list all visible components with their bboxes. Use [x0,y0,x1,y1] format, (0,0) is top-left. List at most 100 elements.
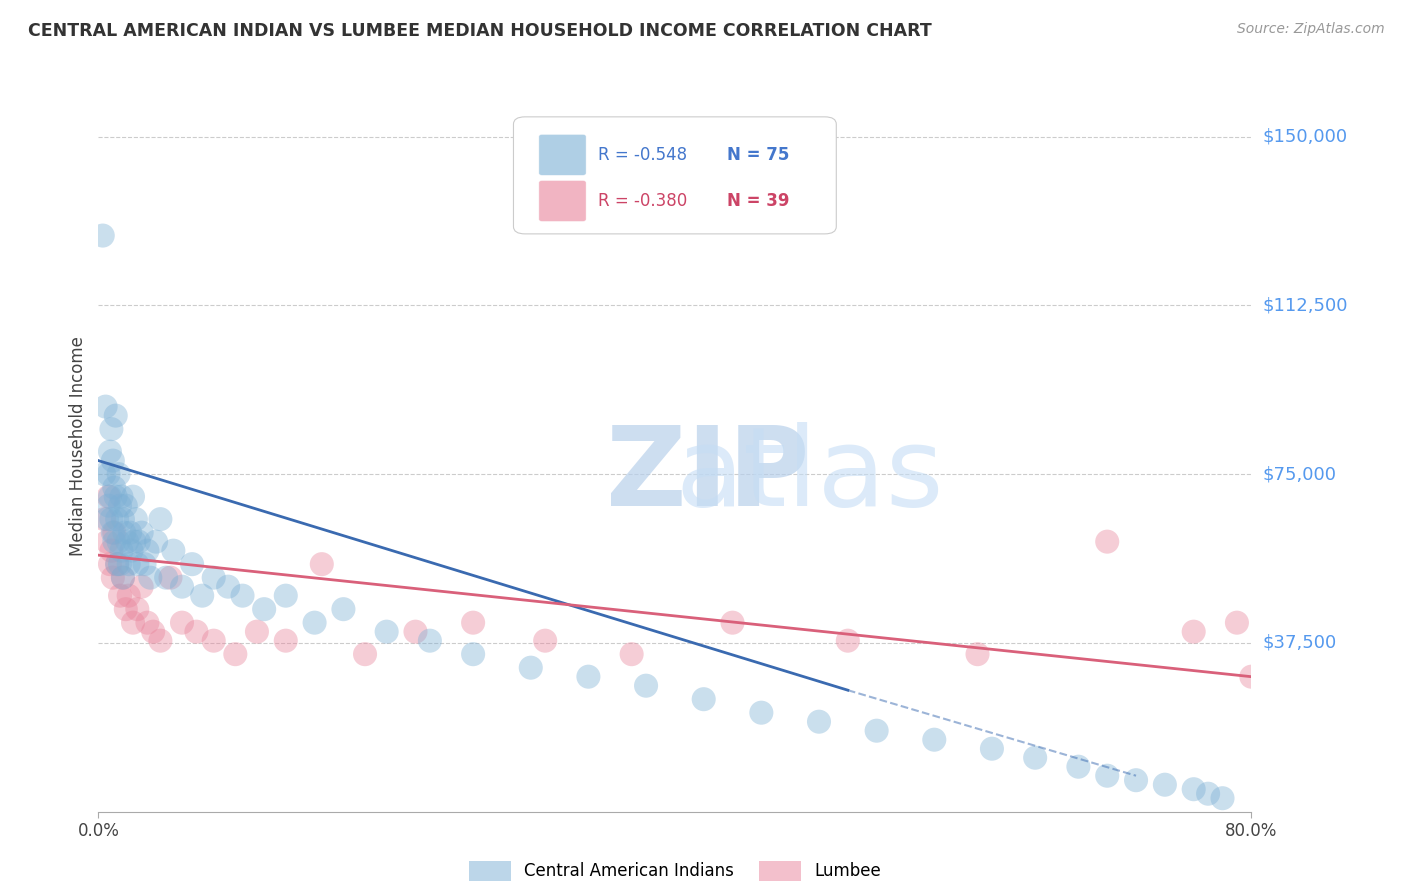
Point [1024,750,1046,764]
Point [104,409,127,423]
Point [520,661,543,675]
Point [1067,760,1090,774]
Point [149,512,172,526]
Point [217,580,239,594]
Point [224,647,246,661]
Point [866,723,889,738]
Point [145,534,167,549]
Point [97,499,120,513]
Point [104,490,127,504]
Point [98,490,121,504]
Point [111,571,134,585]
Point [96,512,118,526]
Point [721,615,744,630]
Point [274,589,297,603]
Point [93,512,115,526]
Text: $112,500: $112,500 [1263,296,1348,314]
Point [162,543,184,558]
Point [114,499,136,513]
Legend: Central American Indians, Lumbee: Central American Indians, Lumbee [463,854,887,888]
Point [125,512,148,526]
Point [231,589,254,603]
Point [108,557,131,571]
Point [1254,633,1277,648]
Point [142,624,165,639]
Point [105,512,128,526]
Point [108,499,131,513]
Point [170,580,193,594]
Point [108,589,131,603]
Point [966,647,988,661]
Point [127,602,149,616]
Text: ZIPatlas: ZIPatlas [606,422,1045,529]
Point [117,534,138,549]
Point [375,624,398,639]
Point [93,467,115,482]
Text: R = -0.380: R = -0.380 [598,192,688,210]
Point [96,534,118,549]
Point [155,571,177,585]
Point [253,602,276,616]
Point [981,741,1004,756]
Point [94,400,117,414]
Text: Source: ZipAtlas.com: Source: ZipAtlas.com [1237,22,1385,37]
Point [1197,787,1219,801]
Point [534,633,557,648]
Text: ZIP: ZIP [606,422,808,529]
Point [120,525,142,540]
Point [1182,624,1205,639]
FancyBboxPatch shape [538,180,586,221]
Text: N = 75: N = 75 [727,146,789,164]
Point [111,512,134,526]
Point [97,467,120,482]
Point [97,490,120,504]
Point [304,615,326,630]
Point [159,571,181,585]
Text: $150,000: $150,000 [1263,128,1347,145]
Point [274,633,297,648]
Point [419,633,441,648]
Text: $75,000: $75,000 [1263,465,1337,483]
Point [128,534,150,549]
Point [1212,791,1234,805]
Point [111,571,134,585]
Point [122,615,145,630]
Y-axis label: Median Household Income: Median Household Income [69,336,87,556]
Point [139,571,162,585]
Point [202,633,225,648]
Point [100,422,122,436]
Point [311,557,333,571]
FancyBboxPatch shape [538,135,586,176]
Point [1226,615,1249,630]
Point [107,534,129,549]
Point [127,557,149,571]
Point [103,481,125,495]
Point [1097,534,1119,549]
Point [578,670,600,684]
Point [124,534,146,549]
Point [1097,769,1119,783]
Point [751,706,773,720]
Point [1182,782,1205,797]
Point [134,557,156,571]
Point [136,543,159,558]
Point [103,534,125,549]
Point [110,543,132,558]
Point [105,557,128,571]
Text: CENTRAL AMERICAN INDIAN VS LUMBEE MEDIAN HOUSEHOLD INCOME CORRELATION CHART: CENTRAL AMERICAN INDIAN VS LUMBEE MEDIAN… [28,22,932,40]
Text: $37,500: $37,500 [1263,634,1337,652]
Point [405,624,427,639]
Point [170,615,193,630]
Point [118,589,141,603]
Point [112,525,135,540]
Point [103,525,125,540]
Point [149,633,172,648]
Point [114,602,136,616]
Point [100,543,122,558]
Point [101,453,124,467]
Point [118,557,141,571]
Point [693,692,716,706]
Point [101,571,124,585]
Point [181,557,204,571]
Point [461,615,484,630]
